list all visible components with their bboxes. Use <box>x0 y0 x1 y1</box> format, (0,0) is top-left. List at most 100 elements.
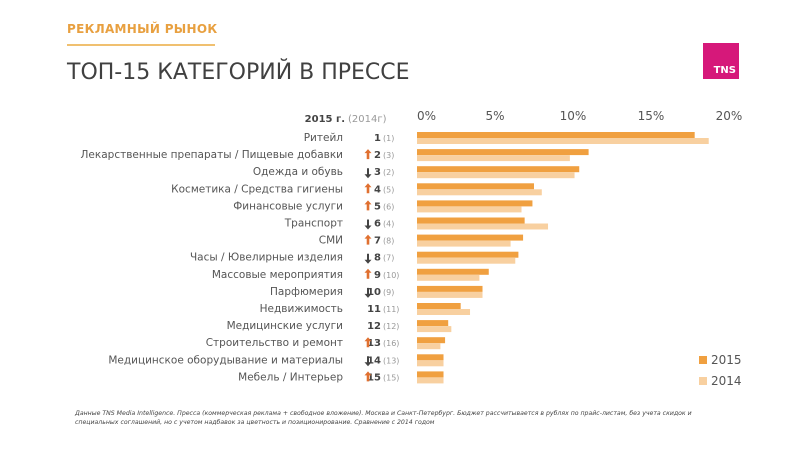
rank-2015: 1 <box>374 133 381 144</box>
bar-2015 <box>417 303 461 309</box>
bar-2015 <box>417 166 580 173</box>
bar-2015 <box>417 268 489 275</box>
bar-2015 <box>417 320 449 327</box>
arrow-up-icon <box>364 337 372 348</box>
x-tick-label: 15% <box>638 109 665 123</box>
rank-2014: (8) <box>383 237 394 246</box>
arrow-up-icon <box>364 234 372 245</box>
bar-2015 <box>417 132 695 138</box>
arrow-down-icon <box>364 253 372 264</box>
bar-2015 <box>417 217 525 224</box>
x-tick-label: 0% <box>417 109 436 123</box>
bar-chart: 0% 5% 10% 15% 20% 2015 г. (2014г) Ритейл 1 (1) Лек… <box>81 109 743 388</box>
arrow-down-icon <box>364 287 372 298</box>
legend-label-2014: 2014 <box>711 374 742 388</box>
bar-2014 <box>417 274 480 281</box>
rank-2015: 13 <box>367 338 381 349</box>
bar-2014 <box>417 223 549 230</box>
bar-2014 <box>417 206 522 213</box>
rank-2015: 15 <box>367 372 381 383</box>
bar-2015 <box>417 200 533 207</box>
category-label: Медицинские услуги <box>227 320 343 332</box>
category-label: Парфюмерия <box>270 286 343 298</box>
rank-2014: (4) <box>383 220 394 229</box>
rank-2015: 11 <box>367 304 381 315</box>
bar-2014 <box>417 360 444 367</box>
arrow-up-icon <box>364 183 372 194</box>
x-tick-label: 5% <box>485 109 504 123</box>
arrow-up-icon <box>364 149 372 160</box>
legend-label-2015: 2015 <box>711 353 742 367</box>
bar-2015 <box>417 337 446 344</box>
category-label: Мебель / Интерьер <box>238 371 343 383</box>
rank-2014: (3) <box>383 151 394 160</box>
category-label: Строительство и ремонт <box>206 337 343 349</box>
bar-2014 <box>417 309 471 315</box>
category-label: Массовые мероприятия <box>212 269 343 281</box>
rank-header-2015: 2015 г. <box>305 114 345 125</box>
divider <box>67 44 215 46</box>
rank-2015: 9 <box>374 270 381 281</box>
bar-2015 <box>417 149 589 156</box>
legend-swatch-2014 <box>699 377 707 385</box>
bar-2014 <box>417 377 444 384</box>
arrow-up-icon <box>364 200 372 211</box>
bar-2014 <box>417 257 516 264</box>
category-label: Финансовые услуги <box>233 200 343 212</box>
arrow-down-icon <box>364 356 372 367</box>
bar-2014 <box>417 172 575 179</box>
category-label: Недвижимость <box>260 303 343 315</box>
category-label: Транспорт <box>284 218 343 230</box>
bar-2015 <box>417 251 519 258</box>
rank-2014: (5) <box>383 185 394 194</box>
category-label: Медицинское оборудывание и материалы <box>108 354 343 366</box>
category-label: Лекарственные препараты / Пищевые добавк… <box>81 149 343 161</box>
footnote: Данные TNS Media Intelligence. Пресса (к… <box>75 410 692 426</box>
rank-2014: (1) <box>383 134 394 143</box>
rank-2015: 6 <box>374 219 381 230</box>
bar-2015 <box>417 285 483 292</box>
rank-2014: (7) <box>383 254 394 263</box>
page-title: ТОП-15 КАТЕГОРИЙ В ПРЕССЕ <box>67 60 410 85</box>
rank-2015: 10 <box>367 287 381 298</box>
rank-2014: (13) <box>383 356 399 365</box>
rank-2014: (2) <box>383 168 394 177</box>
bar-2014 <box>417 343 441 350</box>
rank-2014: (6) <box>383 202 394 211</box>
rank-2014: (9) <box>383 288 394 297</box>
category-label: Косметика / Средства гигиены <box>171 183 343 195</box>
rank-2014: (10) <box>383 271 399 280</box>
bar-2014 <box>417 189 542 196</box>
rank-2015: 8 <box>374 253 381 264</box>
rank-2015: 5 <box>374 201 381 212</box>
section-label: РЕКЛАМНЫЙ РЫНОК <box>67 22 218 36</box>
arrow-down-icon <box>364 168 372 179</box>
rank-2015: 14 <box>367 355 381 366</box>
arrow-down-icon <box>364 219 372 230</box>
rank-2015: 3 <box>374 167 381 178</box>
rank-2015: 7 <box>374 236 381 247</box>
rank-2015: 4 <box>374 184 381 195</box>
arrow-up-icon <box>364 268 372 279</box>
category-label: Ритейл <box>304 132 343 144</box>
bar-2014 <box>417 326 452 333</box>
category-label: СМИ <box>319 235 343 247</box>
rank-2014: (12) <box>383 322 399 331</box>
arrow-up-icon <box>364 371 372 382</box>
bar-2014 <box>417 155 570 162</box>
rank-2015: 12 <box>367 321 381 332</box>
rank-2014: (11) <box>383 305 399 314</box>
bar-2015 <box>417 183 534 190</box>
category-label: Одежда и обувь <box>253 166 343 178</box>
rank-2014: (16) <box>383 339 399 348</box>
bar-2015 <box>417 354 444 361</box>
bar-2014 <box>417 138 709 144</box>
x-tick-label: 10% <box>560 109 587 123</box>
bar-2014 <box>417 291 483 298</box>
rank-2014: (15) <box>383 373 399 382</box>
legend-swatch-2015 <box>699 356 707 364</box>
rank-header-2014: (2014г) <box>348 114 387 125</box>
rank-2015: 2 <box>374 150 381 161</box>
tns-logo: TNS <box>703 43 739 79</box>
